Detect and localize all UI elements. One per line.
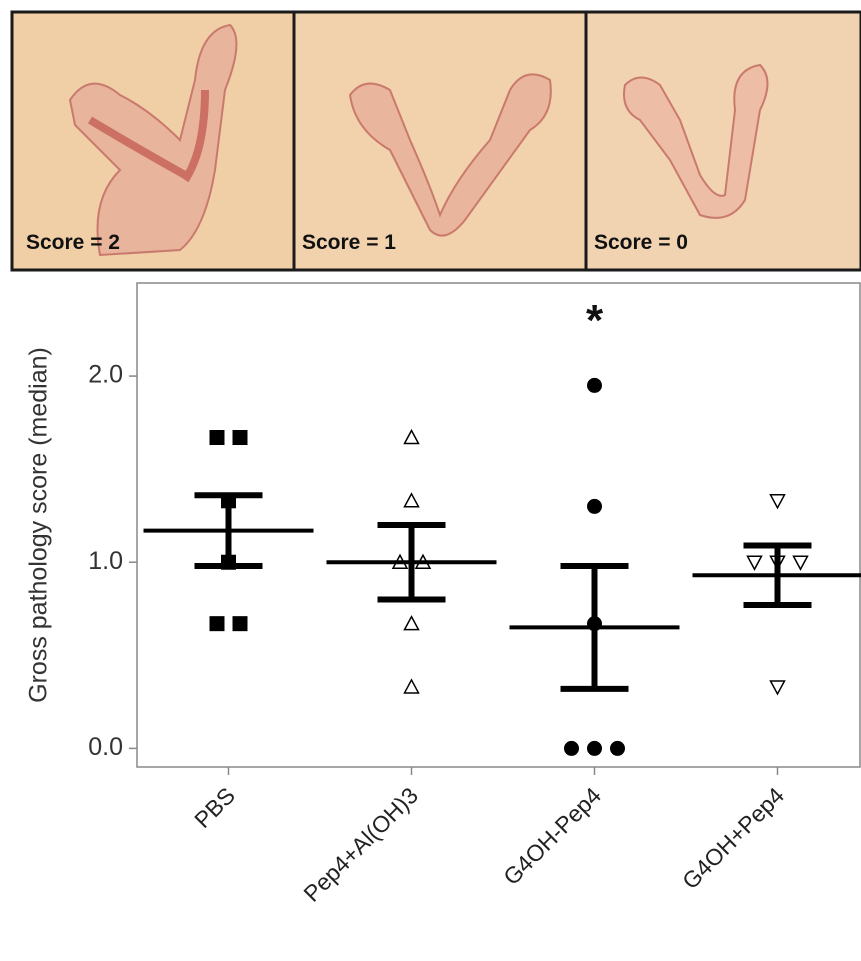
data-point bbox=[588, 499, 602, 513]
photo-label: Score = 0 bbox=[594, 231, 688, 254]
data-point bbox=[405, 431, 419, 444]
data-point bbox=[405, 494, 419, 507]
data-point bbox=[210, 431, 224, 445]
data-point bbox=[405, 680, 419, 693]
plot-frame bbox=[137, 283, 860, 767]
data-point bbox=[405, 617, 419, 630]
y-tick-label: 1.0 bbox=[88, 547, 123, 575]
photo-label: Score = 2 bbox=[26, 231, 120, 254]
data-point bbox=[748, 556, 762, 569]
x-tick-label: PBS bbox=[189, 782, 240, 833]
data-point bbox=[771, 495, 785, 508]
data-point bbox=[588, 378, 602, 392]
photo-label: Score = 1 bbox=[302, 231, 396, 254]
data-point bbox=[233, 617, 247, 631]
data-point bbox=[565, 741, 579, 755]
x-tick-label: G4OH+Pep4 bbox=[677, 782, 789, 894]
data-point bbox=[794, 556, 808, 569]
data-point bbox=[233, 431, 247, 445]
annotation: * bbox=[586, 296, 604, 345]
data-point bbox=[210, 617, 224, 631]
x-tick-label: Pep4+Al(OH)3 bbox=[298, 782, 423, 907]
x-tick-label: G4OH-Pep4 bbox=[498, 782, 606, 890]
data-point bbox=[588, 741, 602, 755]
data-point bbox=[771, 681, 785, 694]
data-point bbox=[611, 741, 625, 755]
photo-panel: Score = 2 Score = 1 Score = 0 bbox=[12, 12, 861, 270]
y-tick-label: 2.0 bbox=[88, 361, 123, 389]
y-axis-title: Gross pathology score (median) bbox=[25, 347, 53, 703]
y-tick-label: 0.0 bbox=[88, 733, 123, 761]
figure: Score = 2 Score = 1 Score = 0 Gross path… bbox=[0, 0, 861, 961]
